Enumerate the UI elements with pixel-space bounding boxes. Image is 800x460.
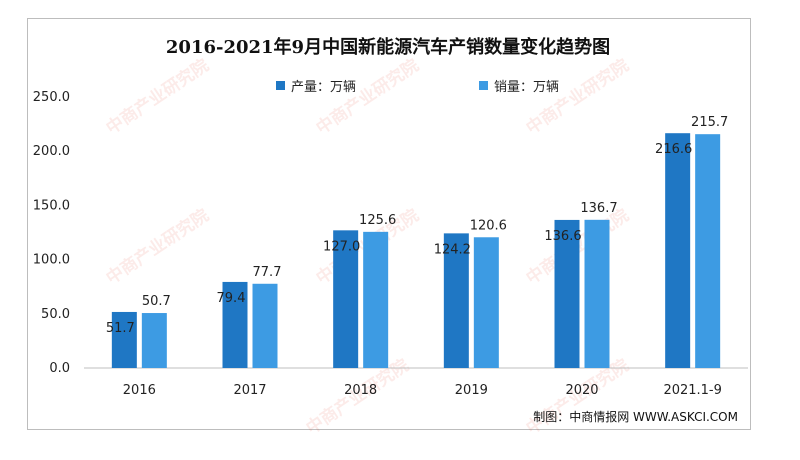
bar-production <box>665 133 691 368</box>
y-tick-label: 150.0 <box>33 198 70 213</box>
data-label-production: 127.0 <box>323 239 360 254</box>
bar-sales <box>584 219 610 368</box>
data-label-sales: 120.6 <box>470 218 507 233</box>
y-tick-label: 50.0 <box>41 307 70 322</box>
data-label-production: 124.2 <box>434 242 471 257</box>
x-tick-label: 2018 <box>344 383 377 398</box>
legend-item-production: 产量：万辆 <box>276 76 356 95</box>
x-tick-label: 2017 <box>233 383 266 398</box>
data-label-sales: 136.7 <box>580 201 617 216</box>
bar-sales <box>473 237 499 368</box>
y-tick-label: 0.0 <box>49 361 70 376</box>
legend-label-production: 产量：万辆 <box>291 80 357 95</box>
chart-title: 2016-2021年9月中国新能源汽车产销数量变化趋势图 <box>165 37 611 58</box>
y-tick-label: 100.0 <box>33 253 70 268</box>
bar-sales <box>252 283 278 368</box>
bar-sales <box>141 313 167 368</box>
data-label-production: 136.6 <box>544 229 581 244</box>
bar-sales <box>363 231 389 368</box>
legend-item-sales: 销量：万辆 <box>479 76 559 95</box>
data-label-sales: 77.7 <box>253 265 282 280</box>
data-label-production: 216.6 <box>655 142 692 157</box>
source-note: 制图：中商情报网 WWW.ASKCI.COM <box>533 410 738 424</box>
x-tick-label: 2019 <box>455 383 488 398</box>
bar-sales <box>695 134 721 368</box>
y-tick-label: 200.0 <box>33 144 70 159</box>
data-label-sales: 50.7 <box>142 294 171 309</box>
x-tick-label: 2021.1-9 <box>663 383 721 398</box>
x-tick-label: 2020 <box>565 383 598 398</box>
legend-label-sales: 销量：万辆 <box>494 80 560 95</box>
legend-swatch-production <box>276 81 285 90</box>
bar-production <box>554 219 580 368</box>
bar-production <box>111 311 137 368</box>
y-tick-label: 250.0 <box>33 90 70 105</box>
legend-swatch-sales <box>479 81 488 90</box>
bar-production <box>222 281 248 368</box>
legend: 产量：万辆 销量：万辆 <box>0 76 800 95</box>
bar-production <box>443 233 469 368</box>
x-tick-label: 2016 <box>123 383 156 398</box>
data-label-production: 51.7 <box>106 321 135 336</box>
data-label-sales: 215.7 <box>691 115 728 130</box>
data-label-sales: 125.6 <box>359 213 396 228</box>
bar-production <box>333 230 359 368</box>
data-label-production: 79.4 <box>217 291 246 306</box>
